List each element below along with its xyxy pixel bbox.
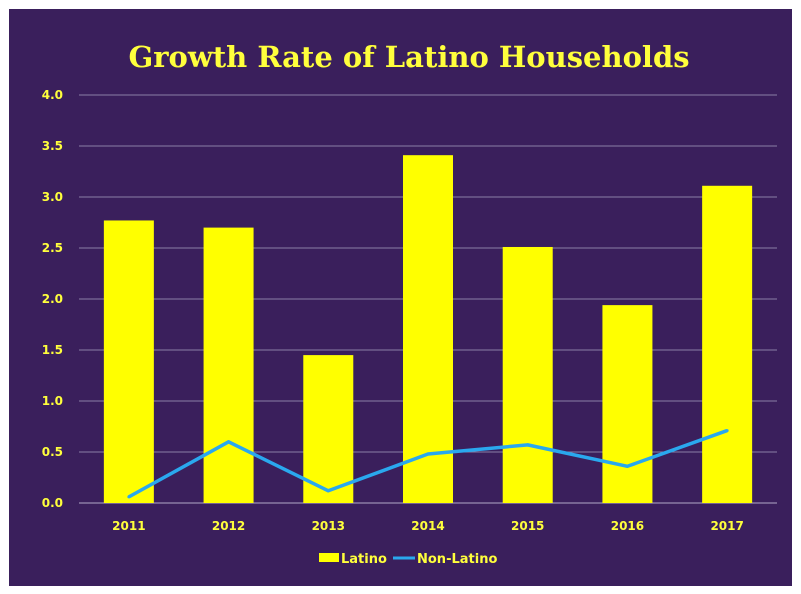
bar-latino-2012 [203, 227, 254, 503]
legend: Latino Non-Latino [319, 552, 497, 567]
bar-series [103, 155, 753, 504]
y-tick-label: 4.0 [42, 88, 63, 102]
x-tick-label: 2017 [710, 519, 743, 533]
point-non-latino-2012 [227, 440, 231, 444]
x-tick-label: 2011 [112, 519, 145, 533]
y-tick-label: 1.5 [42, 343, 63, 357]
legend-swatch-latino [319, 553, 339, 562]
chart-title: Growth Rate of Latino Households [128, 40, 689, 74]
x-tick-label: 2015 [511, 519, 544, 533]
y-tick-label: 1.0 [42, 394, 63, 408]
chart-svg: Growth Rate of Latino Households 0.0 0.5 1… [42, 40, 777, 567]
y-tick-label: 2.0 [42, 292, 63, 306]
x-axis-ticks: 2011 2012 2013 2014 2015 2016 2017 [112, 519, 744, 533]
legend-label-non-latino: Non-Latino [417, 552, 497, 567]
y-tick-label: 0.5 [42, 445, 63, 459]
point-non-latino-2016 [625, 464, 629, 468]
bar-latino-2016 [602, 305, 653, 503]
y-tick-label: 3.0 [42, 190, 63, 204]
chart-frame: Growth Rate of Latino Households 0.0 0.5 1… [9, 9, 792, 586]
x-tick-label: 2013 [312, 519, 345, 533]
point-non-latino-2017 [725, 429, 729, 433]
x-tick-label: 2014 [411, 519, 444, 533]
x-tick-label: 2016 [611, 519, 644, 533]
point-non-latino-2015 [526, 443, 530, 447]
y-tick-label: 2.5 [42, 241, 63, 255]
bar-latino-2011 [103, 220, 154, 503]
y-tick-label: 3.5 [42, 139, 63, 153]
x-tick-label: 2012 [212, 519, 245, 533]
bar-latino-2013 [303, 355, 354, 503]
legend-label-latino: Latino [341, 552, 387, 567]
point-non-latino-2014 [426, 452, 430, 456]
bar-latino-2015 [502, 246, 553, 504]
point-non-latino-2013 [326, 489, 330, 493]
bar-latino-2017 [702, 185, 753, 503]
point-non-latino-2011 [127, 495, 131, 499]
y-axis-ticks: 0.0 0.5 1.0 1.5 2.0 2.5 3.0 3.5 4.0 [42, 88, 63, 510]
bar-latino-2014 [403, 155, 453, 503]
y-tick-label: 0.0 [42, 496, 63, 510]
line-series [127, 428, 729, 499]
